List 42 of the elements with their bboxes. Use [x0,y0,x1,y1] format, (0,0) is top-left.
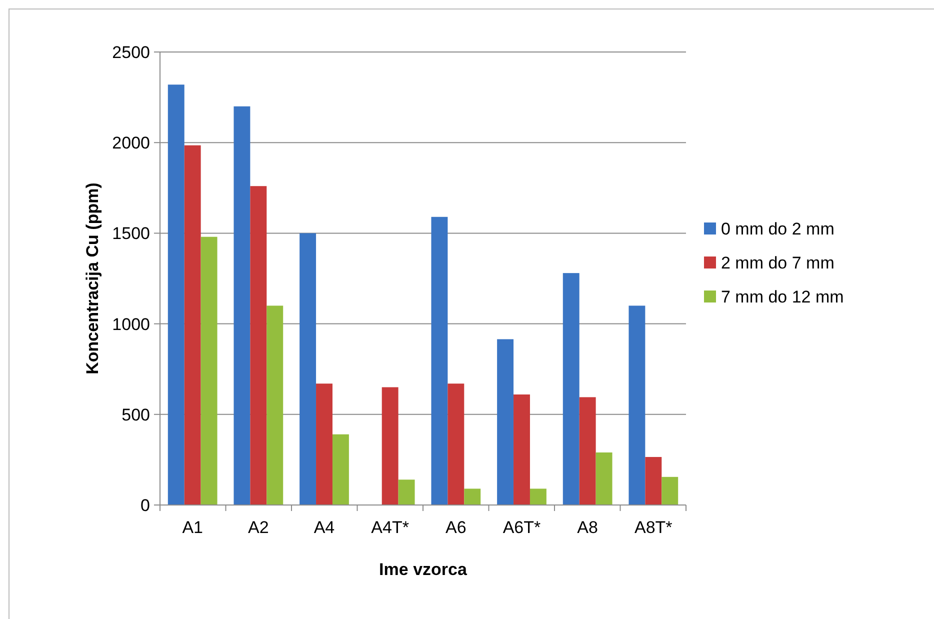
bar [464,488,481,505]
bar [250,186,267,505]
bar [300,233,316,505]
x-tick-label: A8T* [634,518,673,537]
bar [596,452,612,505]
bar [645,456,662,505]
y-tick-label: 0 [140,496,150,515]
bar [628,306,646,505]
x-tick-label: A6 [446,518,466,537]
bar [234,106,250,505]
bar [316,384,332,505]
x-axis-title: Ime vzorca [379,560,468,579]
y-tick-label: 2000 [112,134,150,153]
x-tick-label: A4T* [371,518,410,537]
bar [431,216,448,505]
y-tick-label: 2500 [112,42,150,62]
bar [184,145,201,505]
y-tick-label: 1500 [112,224,150,244]
bar [530,488,546,505]
bar [448,384,464,505]
legend-label: 0 mm do 2 mm [721,219,834,238]
x-tick-label: A1 [182,518,203,537]
bar [200,236,218,505]
bar [382,387,398,505]
bar [497,339,514,505]
bar [332,434,349,505]
bar [168,84,184,505]
bar [579,397,596,505]
y-tick-label: 1000 [112,314,150,334]
bar [266,306,284,505]
legend-label: 2 mm do 7 mm [721,253,834,272]
y-tick-label: 500 [122,405,150,424]
bar [514,394,530,505]
y-axis-title: Koncentracija Cu (ppm) [83,182,102,374]
bar [662,476,678,505]
bar [562,273,580,505]
x-tick-label: A4 [314,518,335,537]
x-tick-label: A6T* [502,518,542,537]
legend-label: 7 mm do 12 mm [721,287,844,306]
x-tick-label: A8 [577,518,598,537]
bar [398,480,415,505]
x-tick-label: A2 [248,518,269,537]
